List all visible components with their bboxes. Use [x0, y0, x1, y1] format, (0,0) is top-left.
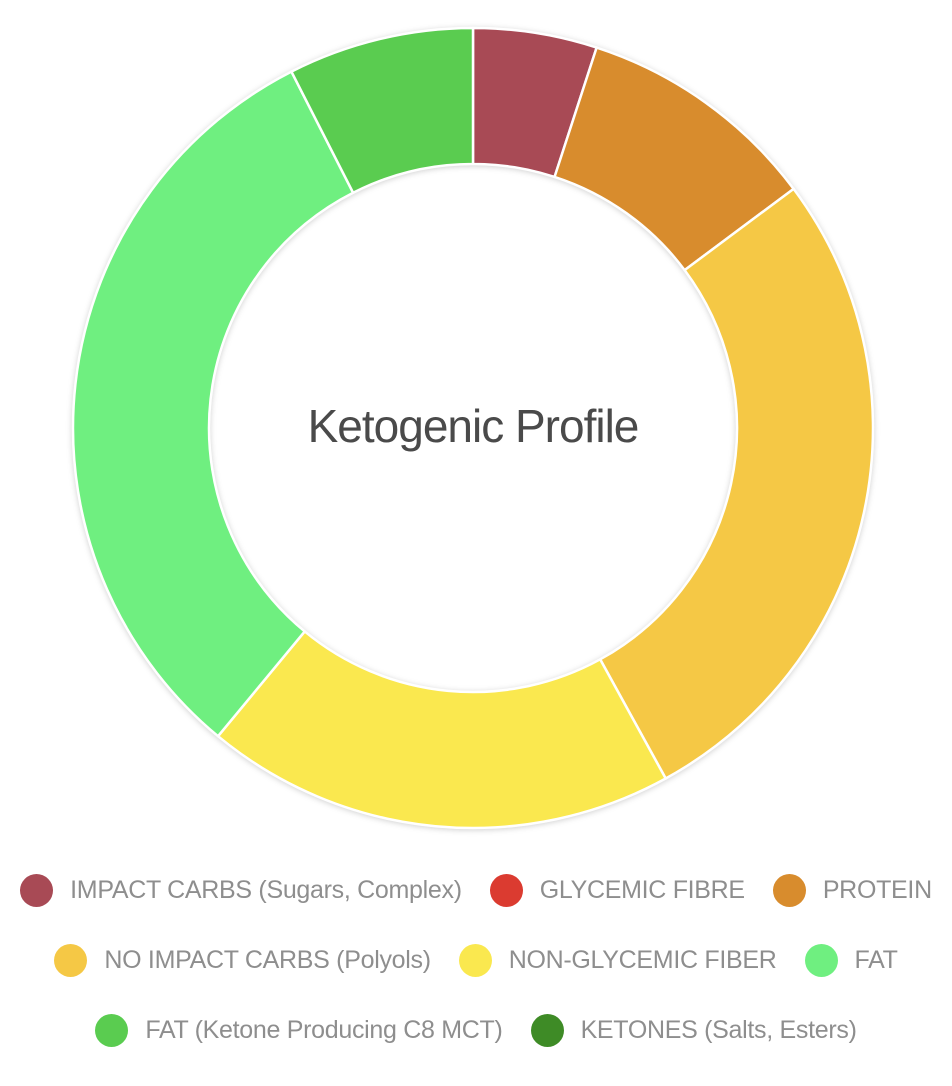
legend-label-non-glycemic-fiber: NON-GLYCEMIC FIBER	[508, 946, 777, 974]
legend-item-no-impact-carbs[interactable]: NO IMPACT CARBS (Polyols)	[54, 944, 431, 977]
donut-chart	[71, 26, 875, 830]
legend-row-2: NO IMPACT CARBS (Polyols) NON-GLYCEMIC F…	[54, 944, 898, 977]
legend-label-ketones: KETONES (Salts, Esters)	[580, 1016, 857, 1044]
legend-label-fat-c8-mct: FAT (Ketone Producing C8 MCT)	[145, 1016, 503, 1044]
legend: IMPACT CARBS (Sugars, Complex) GLYCEMIC …	[0, 874, 952, 1047]
legend-label-no-impact-carbs: NO IMPACT CARBS (Polyols)	[104, 946, 431, 974]
legend-item-fat[interactable]: FAT	[804, 944, 898, 977]
donut-segment-non-glycemic-fiber[interactable]	[216, 630, 667, 830]
ketones-swatch-icon	[530, 1014, 564, 1047]
fat-c8-mct-swatch-icon	[95, 1014, 129, 1047]
legend-item-impact-carbs[interactable]: IMPACT CARBS (Sugars, Complex)	[20, 874, 462, 907]
donut-segment-fat[interactable]	[71, 70, 355, 738]
legend-item-fat-c8-mct[interactable]: FAT (Ketone Producing C8 MCT)	[95, 1014, 503, 1047]
legend-label-glycemic-fibre: GLYCEMIC FIBRE	[539, 876, 745, 904]
legend-item-non-glycemic-fiber[interactable]: NON-GLYCEMIC FIBER	[458, 944, 777, 977]
legend-item-ketones[interactable]: KETONES (Salts, Esters)	[530, 1014, 857, 1047]
donut-segment-no-impact-carbs[interactable]	[598, 187, 875, 780]
glycemic-fibre-swatch-icon	[489, 874, 523, 907]
donut-segment-fat-c8-mct[interactable]	[290, 26, 475, 195]
legend-item-protein[interactable]: PROTEIN	[772, 874, 932, 907]
fat-swatch-icon	[804, 944, 838, 977]
chart-title: Ketogenic Profile	[307, 399, 640, 452]
donut-chart-area: Ketogenic Profile	[71, 26, 875, 830]
no-impact-carbs-swatch-icon	[54, 944, 88, 977]
legend-label-protein: PROTEIN	[822, 876, 932, 904]
legend-item-glycemic-fibre[interactable]: GLYCEMIC FIBRE	[489, 874, 745, 907]
legend-label-fat: FAT	[854, 946, 898, 974]
legend-row-3: FAT (Ketone Producing C8 MCT) KETONES (S…	[95, 1014, 857, 1047]
legend-row-1: IMPACT CARBS (Sugars, Complex) GLYCEMIC …	[20, 874, 932, 907]
non-glycemic-fiber-swatch-icon	[458, 944, 492, 977]
legend-label-impact-carbs: IMPACT CARBS (Sugars, Complex)	[70, 876, 462, 904]
impact-carbs-swatch-icon	[20, 874, 54, 907]
protein-swatch-icon	[772, 874, 806, 907]
